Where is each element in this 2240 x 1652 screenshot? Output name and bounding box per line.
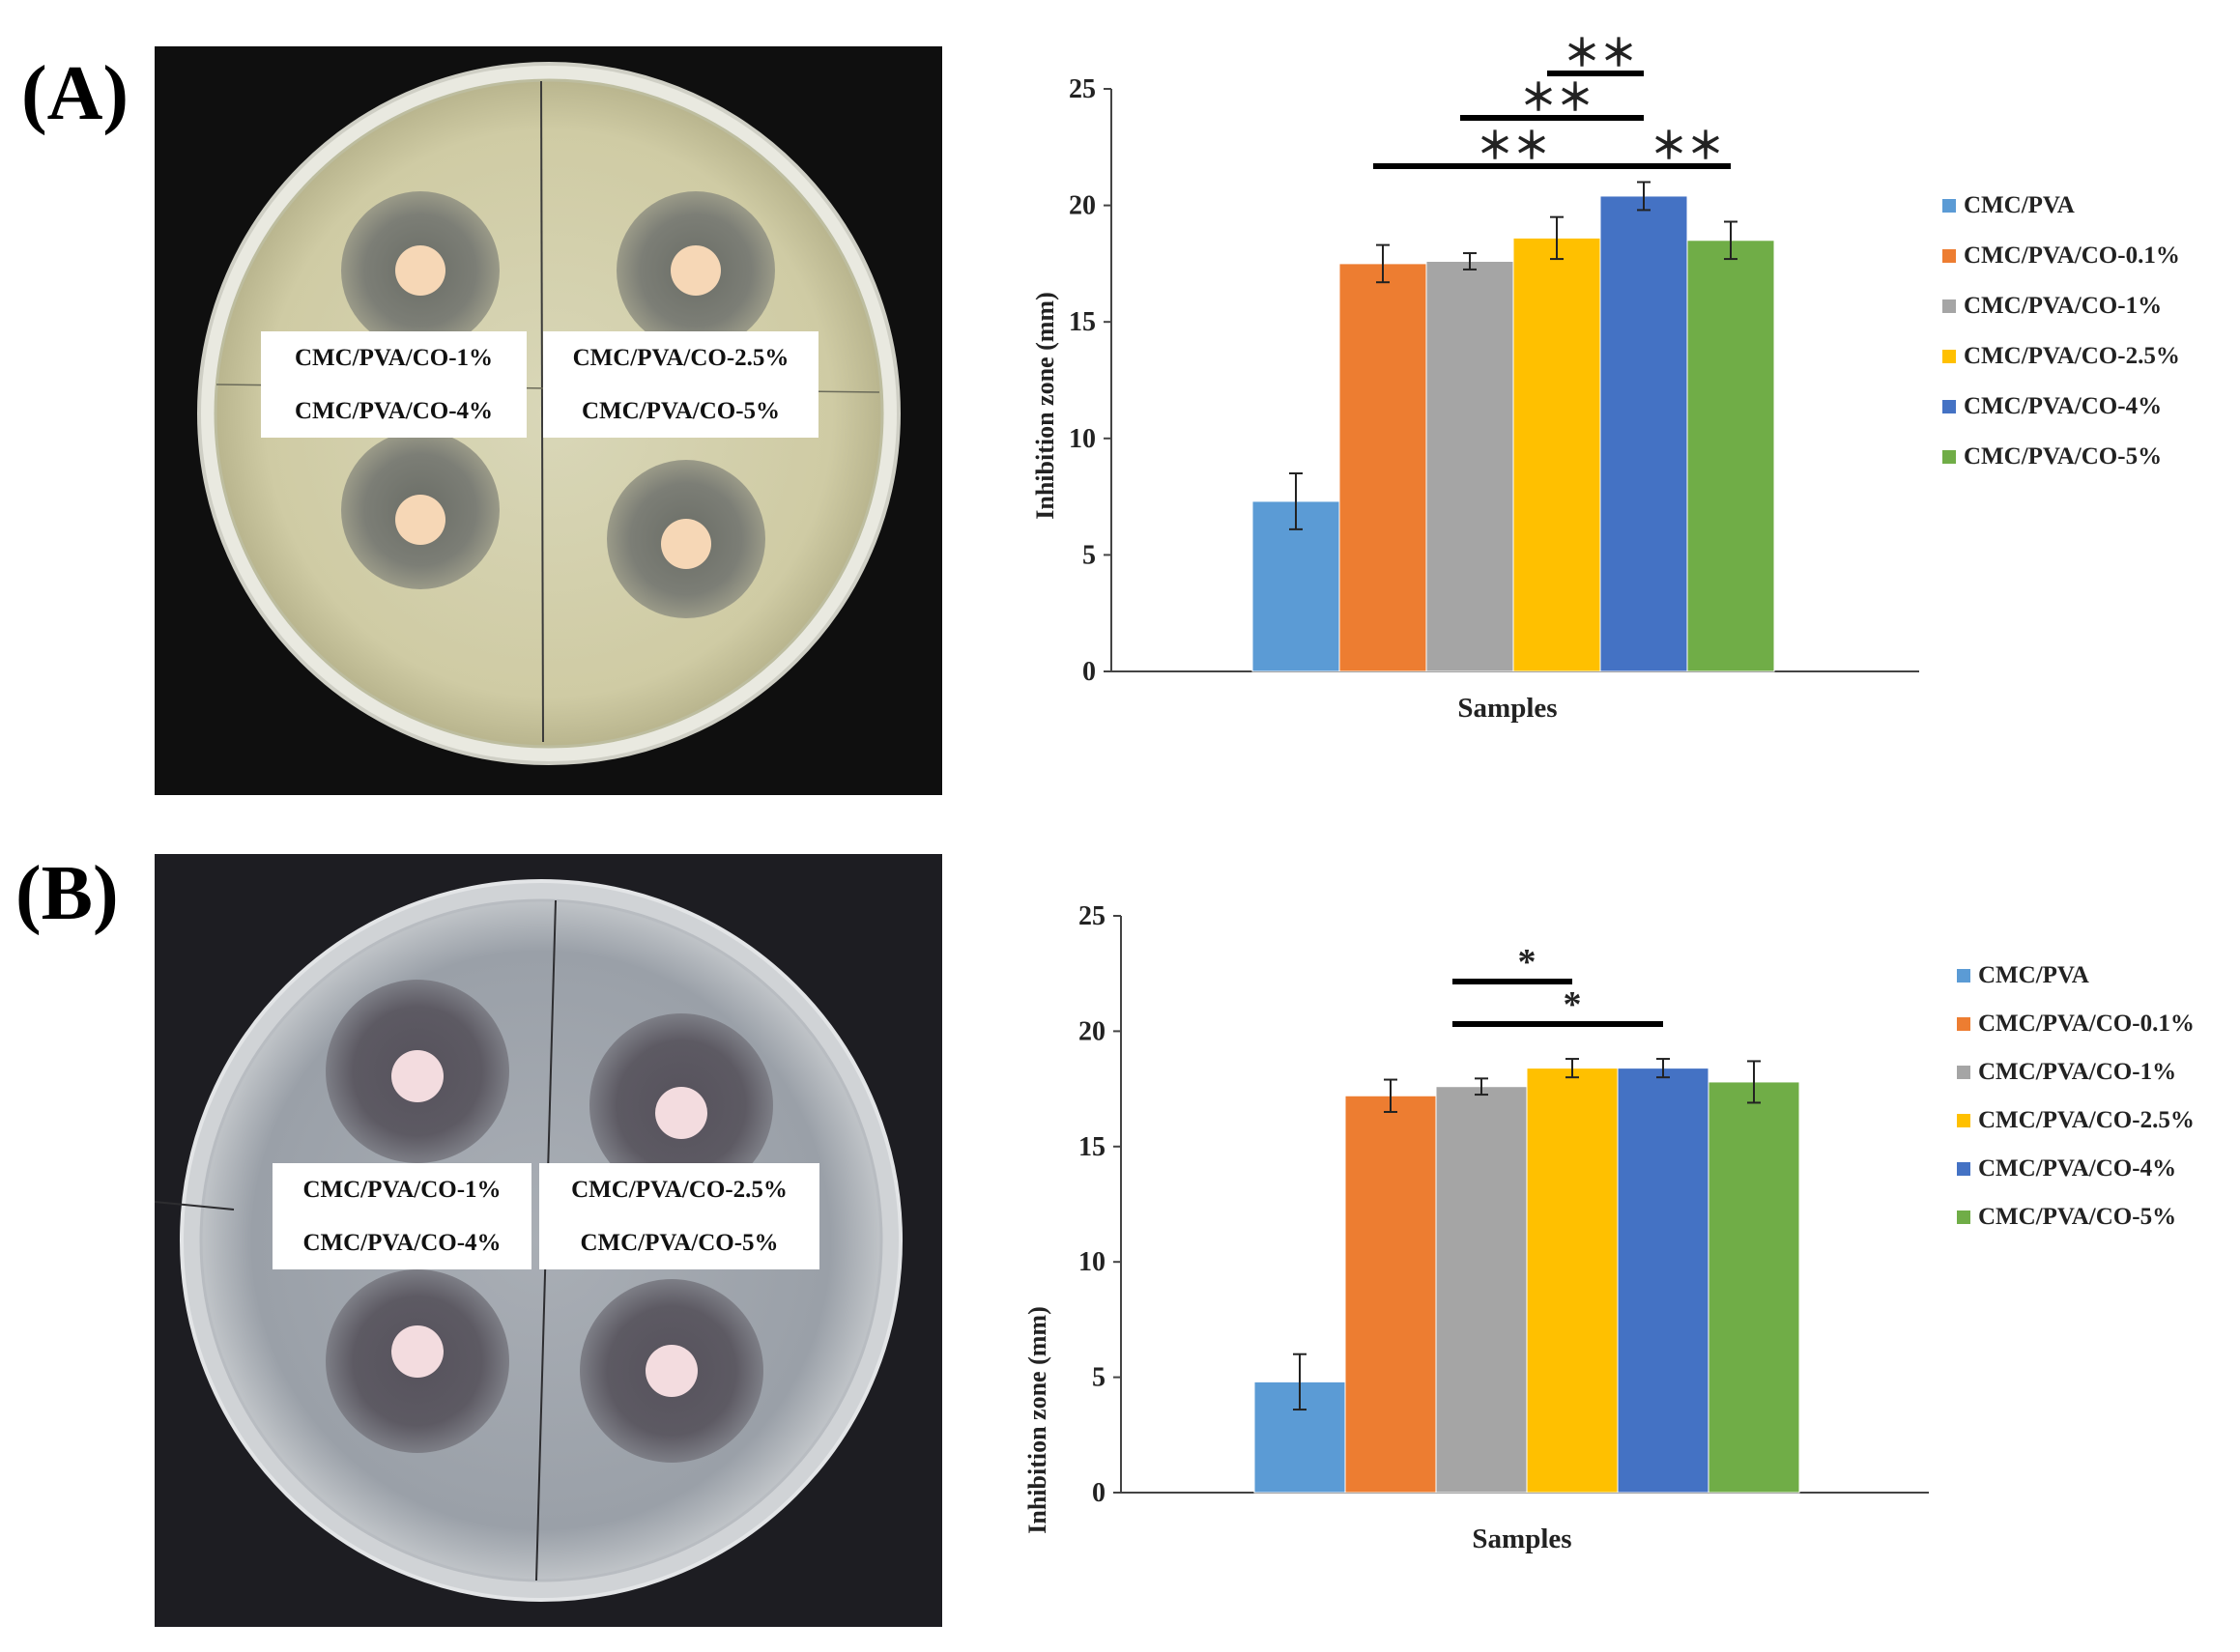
y-tick-label: 0 [1092,1478,1106,1508]
significance-label: ＊＊ [1564,34,1637,74]
legend-label: CMC/PVA/CO-5% [1978,1204,2176,1230]
bar [1512,237,1601,672]
y-tick-label: 0 [1082,657,1096,687]
y-tick-label: 20 [1069,191,1096,221]
x-axis-label: Samples [1457,693,1557,724]
petri-dish-photo-b: CMC/PVA/CO-1% CMC/PVA/CO-4% CMC/PVA/CO-2… [155,854,942,1627]
bar [1617,1068,1709,1494]
legend-label: CMC/PVA/CO-4% [1964,393,2162,419]
x-axis-label: Samples [1472,1524,1571,1554]
y-tick-label: 5 [1092,1363,1106,1393]
y-tick-label: 20 [1078,1016,1106,1046]
significance-label: ＊＊ [1477,127,1550,167]
sample-label-bottom-left: CMC/PVA/CO-4% [294,397,494,424]
sample-label-box-right-b: CMC/PVA/CO-2.5% CMC/PVA/CO-5% [539,1163,819,1269]
sample-label-box-left-b: CMC/PVA/CO-1% CMC/PVA/CO-4% [273,1163,531,1269]
legend-swatch [1957,1114,1970,1127]
legend-label: CMC/PVA/CO-2.5% [1964,343,2180,369]
significance-label: * [1518,942,1536,983]
legend-swatch [1957,1017,1970,1031]
significance-label: ＊＊ [1651,127,1724,167]
legend-label: CMC/PVA/CO-4% [1978,1155,2176,1182]
sample-label-top-left: CMC/PVA/CO-1% [294,344,494,371]
bar [1338,263,1427,672]
legend-label: CMC/PVA/CO-5% [1964,443,2162,470]
sample-label-box-right-a: CMC/PVA/CO-2.5% CMC/PVA/CO-5% [543,331,818,438]
y-tick-label: 5 [1082,540,1096,570]
sample-label-bottom-left: CMC/PVA/CO-4% [302,1229,502,1256]
petri-dish-photo-a: CMC/PVA/CO-1% CMC/PVA/CO-4% CMC/PVA/CO-2… [155,46,942,795]
significance-label: ＊＊ [1520,78,1594,119]
bar [1686,240,1775,672]
legend-swatch [1957,1066,1970,1079]
legend-swatch [1942,299,1956,313]
y-tick-label: 25 [1069,74,1096,104]
bar [1344,1095,1437,1494]
bar [1435,1086,1528,1494]
legend-swatch [1957,1162,1970,1176]
legend-label: CMC/PVA [1978,962,2089,988]
bar-chart-b: 0 5 10 15 20 25 * * CMC/PVA CMC/PVA/CO-0.1% CMC/… [1024,901,2195,1554]
legend-swatch [1942,199,1956,213]
sample-label-box-left-a: CMC/PVA/CO-1% CMC/PVA/CO-4% [261,331,527,438]
panel-letter-a: (A) [21,51,129,136]
bar [1425,260,1514,672]
legend-swatch [1957,1211,1970,1224]
y-tick-label: 10 [1078,1247,1106,1277]
legend-label: CMC/PVA [1964,192,2075,218]
bar [1708,1081,1800,1494]
legend-swatch [1942,350,1956,363]
bar [1599,195,1688,672]
y-axis-label: Inhibition zone (mm) [1024,1306,1051,1533]
legend-swatch [1942,249,1956,263]
sample-label-bottom-right: CMC/PVA/CO-5% [580,1229,779,1256]
legend-label: CMC/PVA/CO-2.5% [1978,1107,2195,1133]
sample-label-bottom-right: CMC/PVA/CO-5% [581,397,781,424]
legend-swatch [1942,450,1956,464]
legend-label: CMC/PVA/CO-0.1% [1978,1011,2195,1037]
y-tick-label: 15 [1069,307,1096,337]
sample-label-top-right: CMC/PVA/CO-2.5% [572,344,790,371]
legend-swatch [1957,969,1970,983]
significance-label: * [1564,984,1582,1025]
y-tick-label: 15 [1078,1132,1106,1162]
legend-label: CMC/PVA/CO-1% [1964,293,2162,319]
panel-letter-b: (B) [15,851,119,936]
legend-label: CMC/PVA/CO-0.1% [1964,242,2180,269]
sample-label-top-right: CMC/PVA/CO-2.5% [571,1176,788,1203]
legend-swatch [1942,400,1956,413]
y-axis-label: Inhibition zone (mm) [1031,292,1059,519]
y-tick-label: 10 [1069,424,1096,454]
legend-label: CMC/PVA/CO-1% [1978,1059,2176,1085]
sample-label-top-left: CMC/PVA/CO-1% [302,1176,502,1203]
y-tick-label: 25 [1078,901,1106,931]
bar [1526,1068,1619,1494]
